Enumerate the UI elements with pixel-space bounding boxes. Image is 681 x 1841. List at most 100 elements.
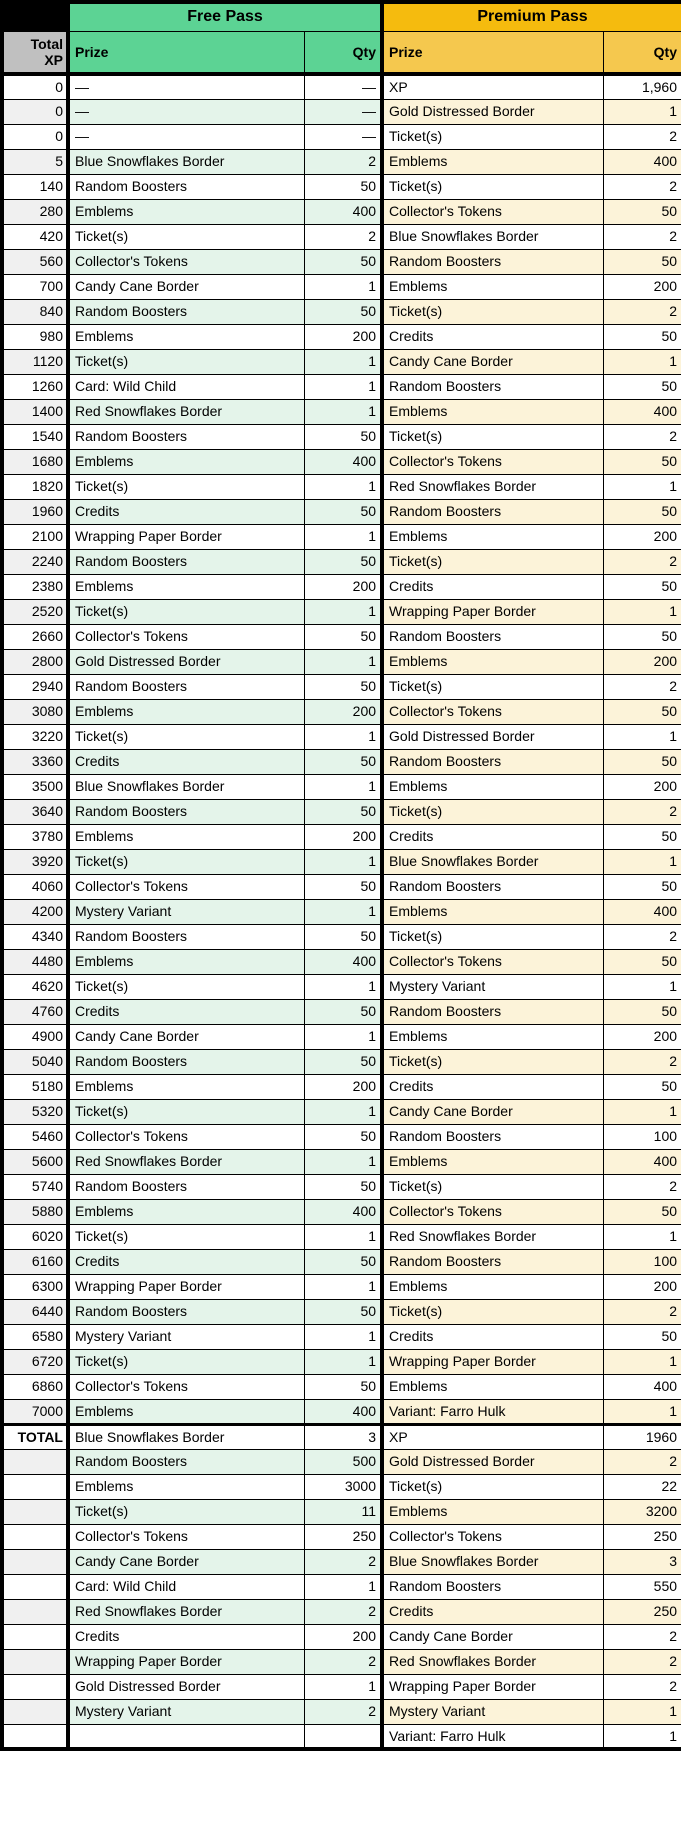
free-prize-cell: Card: Wild Child [67, 1573, 305, 1600]
premium-qty-cell: 1 [602, 1098, 681, 1125]
table-row: Candy Cane Border 2 Blue Snowflakes Border… [1, 1548, 681, 1575]
premium-qty-cell: 250 [602, 1598, 681, 1625]
premium-qty-cell: 1 [602, 1723, 681, 1750]
premium-prize-cell: Emblems [381, 1148, 604, 1175]
premium-prize-cell: Emblems [381, 1373, 604, 1400]
premium-prize-cell: Collector's Tokens [381, 1523, 604, 1550]
free-qty-cell: 1 [303, 648, 385, 675]
free-prize-cell: Candy Cane Border [67, 273, 305, 300]
premium-qty-cell: 200 [602, 1023, 681, 1050]
free-prize-cell: Mystery Variant [67, 898, 305, 925]
free-qty-cell: 50 [303, 298, 385, 325]
premium-prize-cell: Gold Distressed Border [381, 98, 604, 125]
table-row: 2100 Wrapping Paper Border 1 Emblems 200 [1, 523, 681, 550]
premium-qty-cell: 1 [602, 973, 681, 1000]
premium-qty-cell: 550 [602, 1573, 681, 1600]
premium-prize-cell: Variant: Farro Hulk [381, 1398, 604, 1425]
free-qty-cell: 200 [303, 1073, 385, 1100]
free-qty-cell: 1 [303, 348, 385, 375]
free-qty-cell: 400 [303, 1198, 385, 1225]
free-prize-cell: Random Boosters [67, 423, 305, 450]
free-prize-cell: Collector's Tokens [67, 873, 305, 900]
premium-prize-cell: Random Boosters [381, 1123, 604, 1150]
table-row: 3220 Ticket(s) 1 Gold Distressed Border 1 [1, 723, 681, 750]
xp-cell: 2800 [1, 648, 70, 675]
premium-qty-cell: 2 [602, 1648, 681, 1675]
free-qty-cell: — [303, 123, 385, 150]
table-row: 980 Emblems 200 Credits 50 [1, 323, 681, 350]
premium-prize-cell: Emblems [381, 773, 604, 800]
premium-qty-cell: 100 [602, 1248, 681, 1275]
premium-prize-cell: Credits [381, 1073, 604, 1100]
premium-qty-cell: 50 [602, 323, 681, 350]
free-qty-cell: 1 [303, 1148, 385, 1175]
xp-cell: 4900 [1, 1023, 70, 1050]
table-row: Emblems 3000 Ticket(s) 22 [1, 1473, 681, 1500]
total-xp-label: Total XP [30, 35, 63, 68]
free-prize-cell: Random Boosters [67, 673, 305, 700]
premium-prize-cell: Emblems [381, 273, 604, 300]
free-prize-cell: Emblems [67, 1198, 305, 1225]
premium-qty-cell: 50 [602, 948, 681, 975]
xp-cell: 3220 [1, 723, 70, 750]
table-row: 6720 Ticket(s) 1 Wrapping Paper Border 1 [1, 1348, 681, 1375]
table-row: 140 Random Boosters 50 Ticket(s) 2 [1, 173, 681, 200]
premium-prize-cell: Random Boosters [381, 1248, 604, 1275]
free-prize-cell: Collector's Tokens [67, 623, 305, 650]
table-row: 700 Candy Cane Border 1 Emblems 200 [1, 273, 681, 300]
xp-cell: 1960 [1, 498, 70, 525]
premium-qty-cell: 1,960 [602, 73, 681, 100]
premium-prize-cell: Wrapping Paper Border [381, 598, 604, 625]
free-prize-cell: Ticket(s) [67, 848, 305, 875]
table-row: Random Boosters 500 Gold Distressed Border… [1, 1448, 681, 1475]
table-row: 2800 Gold Distressed Border 1 Emblems 200 [1, 648, 681, 675]
free-qty-cell: 50 [303, 673, 385, 700]
premium-prize-cell: Blue Snowflakes Border [381, 223, 604, 250]
column-header-row: Total XP Prize Qty Prize Qty [1, 30, 681, 76]
xp-cell: 5320 [1, 1098, 70, 1125]
table-row: 1680 Emblems 400 Collector's Tokens 50 [1, 448, 681, 475]
table-row: Red Snowflakes Border 2 Credits 250 [1, 1598, 681, 1625]
free-prize-cell: Ticket(s) [67, 1348, 305, 1375]
free-prize-cell: Credits [67, 498, 305, 525]
free-qty-cell: 50 [303, 423, 385, 450]
free-prize-cell: Blue Snowflakes Border [67, 1422, 305, 1450]
free-prize-cell: Mystery Variant [67, 1323, 305, 1350]
free-prize-cell: Red Snowflakes Border [67, 398, 305, 425]
premium-qty-cell: 50 [602, 823, 681, 850]
xp-cell: 7000 [1, 1398, 70, 1425]
xp-cell: 1400 [1, 398, 70, 425]
xp-cell: 1680 [1, 448, 70, 475]
xp-cell: TOTAL [1, 1422, 70, 1450]
free-qty-cell: — [303, 73, 385, 100]
premium-prize-cell: Emblems [381, 898, 604, 925]
free-prize-cell: Ticket(s) [67, 1098, 305, 1125]
table-row: Variant: Farro Hulk 1 [1, 1723, 681, 1750]
premium-prize-cell: Mystery Variant [381, 973, 604, 1000]
xp-cell [1, 1648, 70, 1675]
table-row: 3920 Ticket(s) 1 Blue Snowflakes Border 1 [1, 848, 681, 875]
xp-cell: 3920 [1, 848, 70, 875]
xp-cell: 140 [1, 173, 70, 200]
premium-qty-cell: 50 [602, 698, 681, 725]
free-prize-cell: Ticket(s) [67, 1498, 305, 1525]
premium-qty-cell: 1 [602, 1398, 681, 1425]
table-row: 7000 Emblems 400 Variant: Farro Hulk 1 [1, 1398, 681, 1425]
table-row: Gold Distressed Border 1 Wrapping Paper Bo… [1, 1673, 681, 1700]
premium-prize-cell: Collector's Tokens [381, 198, 604, 225]
table-header: Free Pass Premium Pass Total XP Prize Qt… [1, 1, 681, 76]
free-qty-cell: 3000 [303, 1473, 385, 1500]
pass-title-row: Free Pass Premium Pass [1, 1, 681, 32]
table-row: 2240 Random Boosters 50 Ticket(s) 2 [1, 548, 681, 575]
free-qty-cell: 50 [303, 1123, 385, 1150]
xp-cell: 3640 [1, 798, 70, 825]
xp-cell: 6020 [1, 1223, 70, 1250]
table-row: 4340 Random Boosters 50 Ticket(s) 2 [1, 923, 681, 950]
premium-prize-cell: Random Boosters [381, 623, 604, 650]
xp-cell: 5880 [1, 1198, 70, 1225]
table-row: 1820 Ticket(s) 1 Red Snowflakes Border 1 [1, 473, 681, 500]
free-prize-cell: Candy Cane Border [67, 1023, 305, 1050]
premium-prize-cell: Gold Distressed Border [381, 1448, 604, 1475]
free-prize-cell: Ticket(s) [67, 223, 305, 250]
table-row: 0— — Gold Distressed Border 1 [1, 98, 681, 125]
